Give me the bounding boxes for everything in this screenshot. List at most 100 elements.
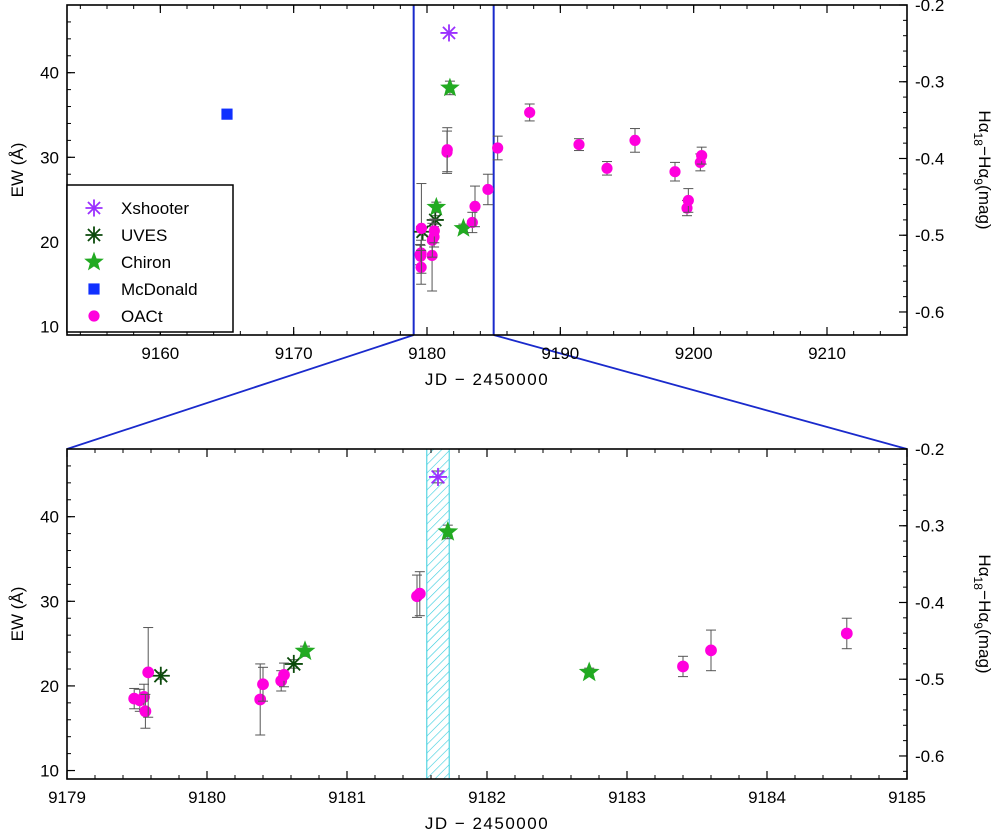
series-xshooter xyxy=(440,24,458,42)
x-tick-label: 9183 xyxy=(608,788,646,807)
data-point-chiron xyxy=(426,196,447,216)
y2-title-sub2: 9 xyxy=(971,178,985,185)
legend-marker-xshooter-stroke xyxy=(87,201,101,215)
data-point-chiron xyxy=(453,218,474,237)
y2-axis-title: Hα18 −Hα9 (mag) xyxy=(971,554,994,673)
y-tick-label: 40 xyxy=(40,508,59,527)
data-point-oact xyxy=(139,705,152,718)
y2-tick-label: -0.2 xyxy=(915,0,944,15)
data-point-oact xyxy=(413,587,426,600)
x-tick-label: 9190 xyxy=(541,344,579,363)
plot-frame xyxy=(66,448,908,780)
data-point-xshooter xyxy=(428,467,448,486)
data-point-xshooter-stroke xyxy=(442,26,456,40)
data-point-oact xyxy=(257,678,269,691)
data-point-oact xyxy=(492,142,504,154)
data-point-oact xyxy=(840,627,853,640)
x-axis-title: JD − 2450000 xyxy=(425,370,549,389)
legend-marker-chiron xyxy=(84,251,104,271)
series-uves xyxy=(151,654,303,685)
series-mcdonald xyxy=(221,108,233,120)
y-tick-label: 40 xyxy=(40,64,59,83)
data-point-oact xyxy=(142,666,155,679)
x-tick-label: 9185 xyxy=(888,788,926,807)
zoom-connector-right xyxy=(493,334,908,450)
data-point-uves-stroke xyxy=(153,668,168,683)
legend-marker-uves-stroke xyxy=(87,228,101,242)
data-point-oact xyxy=(682,194,694,207)
data-point-uves xyxy=(284,654,303,673)
x-tick-label: 9179 xyxy=(48,788,86,807)
y2-title-h1: Hα xyxy=(975,554,994,576)
data-point-oact xyxy=(482,183,494,196)
y2-tick-label: -0.2 xyxy=(915,440,944,459)
data-point-mcdonald xyxy=(221,108,233,120)
data-point-oact xyxy=(629,134,641,146)
zoom-connector-left xyxy=(66,334,414,450)
top-panel: 9160 9170 9180 9190 9200 9210 10 20 30 40 -0.6 -0.5… xyxy=(8,0,994,389)
y-axis-title: EW (Å) xyxy=(8,143,27,198)
legend-label-mcdonald: McDonald xyxy=(121,280,198,299)
x-tick-label: 9170 xyxy=(275,344,313,363)
y2-axis-title: Hα18 −Hα9 (mag) xyxy=(971,110,994,229)
y2-title-unit: (mag) xyxy=(975,629,994,673)
bottom-panel: 9179 9180 9181 9182 9183 9184 9185 10 20 30 40 -0.6… xyxy=(8,440,994,833)
legend-label-chiron: Chiron xyxy=(121,253,171,272)
y-tick-label: 30 xyxy=(40,592,59,611)
legend-label-oact: OACt xyxy=(121,307,163,326)
y2-tick-label: -0.4 xyxy=(915,593,944,612)
series-oact xyxy=(414,103,708,292)
highlight-band xyxy=(426,448,450,780)
data-point-oact xyxy=(278,669,290,681)
data-point-oact xyxy=(469,200,481,212)
data-point-oact xyxy=(428,225,440,237)
y-tick-label: 30 xyxy=(40,148,59,167)
data-point-oact xyxy=(573,139,585,151)
plot-frame xyxy=(66,4,908,336)
data-point-oact xyxy=(601,162,613,174)
y2-title-dash: − xyxy=(975,590,994,600)
data-point-xshooter-stroke xyxy=(430,469,446,484)
x-axis-title: JD − 2450000 xyxy=(425,814,549,833)
legend-marker-oact xyxy=(88,310,100,322)
data-point-chiron xyxy=(440,77,460,97)
y2-tick-label: -0.6 xyxy=(915,303,944,322)
y-tick-label: 20 xyxy=(40,233,59,252)
data-layer xyxy=(221,24,708,292)
y2-title-unit: (mag) xyxy=(975,185,994,229)
data-point-oact xyxy=(254,693,267,706)
data-point-chiron xyxy=(578,661,600,682)
data-point-oact xyxy=(677,660,689,673)
x-tick-label: 9180 xyxy=(408,344,446,363)
y2-tick-label: -0.3 xyxy=(915,517,944,536)
data-point-xshooter xyxy=(440,24,458,42)
y2-tick-label: -0.6 xyxy=(915,747,944,766)
x-tick-label: 9200 xyxy=(675,344,713,363)
data-point-oact xyxy=(441,144,453,156)
y2-title-h2: Hα xyxy=(975,600,994,622)
y2-title-sub1: 18 xyxy=(971,133,985,147)
series-xshooter xyxy=(428,467,448,486)
zoom-connector-layer xyxy=(66,334,908,450)
x-tick-label: 9180 xyxy=(188,788,226,807)
y-axis-title: EW (Å) xyxy=(8,587,27,642)
legend-marker-xshooter xyxy=(85,199,103,217)
data-point-uves-stroke xyxy=(286,656,301,671)
y2-title-h1: Hα xyxy=(975,110,994,132)
y2-tick-label: -0.5 xyxy=(915,670,944,689)
data-point-oact xyxy=(669,166,681,178)
y-tick-label: 10 xyxy=(40,762,59,781)
y2-title-dash: − xyxy=(975,146,994,156)
data-point-oact xyxy=(705,644,717,657)
series-chiron xyxy=(426,77,474,237)
data-point-oact xyxy=(524,106,536,119)
y2-tick-label: -0.5 xyxy=(915,226,944,245)
data-layer xyxy=(128,467,853,736)
x-tick-label: 9210 xyxy=(808,344,846,363)
x-tick-label: 9160 xyxy=(141,344,179,363)
x-tick-label: 9184 xyxy=(748,788,786,807)
y-tick-label: 10 xyxy=(40,318,59,337)
data-point-chiron xyxy=(437,521,459,541)
data-point-chiron xyxy=(294,640,316,661)
